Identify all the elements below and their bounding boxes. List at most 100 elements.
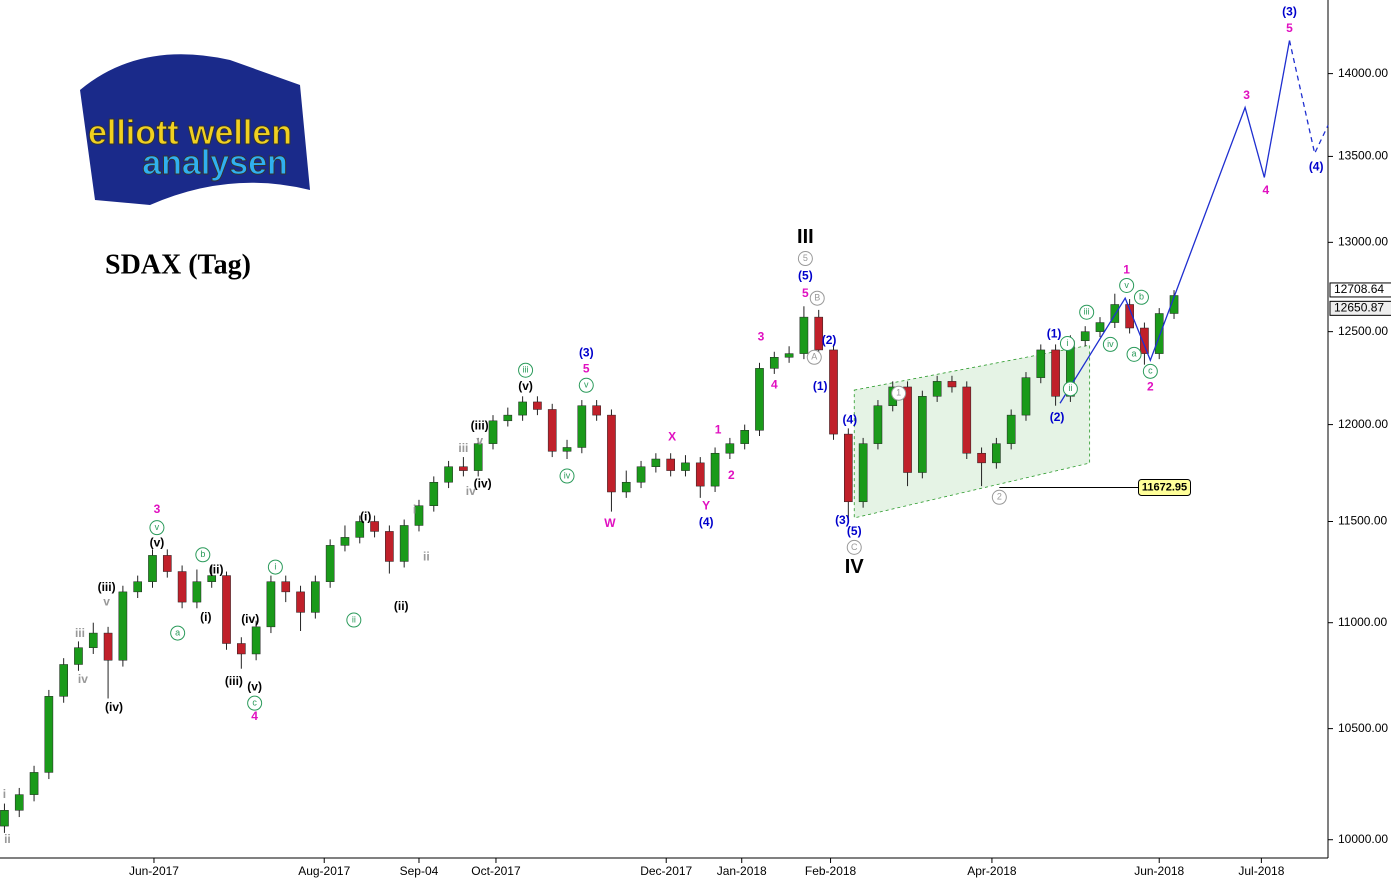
wave-circle: [267, 559, 283, 575]
wave-label: b: [1139, 292, 1144, 302]
wave-label: i: [413, 502, 416, 516]
candle-body: [1154, 313, 1164, 354]
wave-label: b: [200, 549, 205, 559]
candle-body: [829, 349, 838, 435]
wave-circle: [1062, 381, 1078, 397]
wave-label: 3: [1243, 88, 1250, 102]
candle-body: [903, 386, 912, 473]
wave-label: 5: [803, 253, 808, 263]
candle-body: [977, 452, 986, 464]
candle-body: [399, 525, 409, 562]
y-tick-label: 10500.00: [1338, 721, 1388, 735]
candle-body: [814, 316, 824, 351]
candle-body: [325, 545, 335, 582]
projection_dashed: [1288, 40, 1329, 156]
wave-label: 5: [802, 286, 809, 300]
wave-label: IV: [845, 556, 865, 578]
candle-body: [88, 632, 98, 648]
candle-body: [1036, 349, 1046, 378]
wave-label: (i): [200, 610, 211, 624]
wave-label: C: [851, 542, 858, 552]
candle-body: [44, 696, 54, 773]
wave-label: (iii): [225, 674, 243, 688]
candle-body: [236, 643, 246, 655]
candle-body: [1140, 327, 1149, 354]
candle-body: [725, 443, 735, 454]
wave-circle: [809, 290, 825, 306]
y-tick-label: 13500.00: [1338, 149, 1388, 163]
wave-label: 2: [728, 468, 735, 482]
wave-label: B: [814, 293, 820, 303]
candle-body: [533, 401, 542, 410]
candle-body: [162, 555, 172, 572]
y-tick-label: 11500.00: [1338, 514, 1387, 528]
x-tick-label: Dec-2017: [640, 864, 692, 878]
wave-label: (ii): [209, 563, 224, 577]
candle-body: [799, 316, 809, 354]
candle-body: [740, 430, 750, 444]
wave-label: iv: [564, 470, 571, 480]
wave-label: X: [668, 429, 676, 443]
candle-body: [370, 521, 379, 532]
wave-label: (v): [247, 679, 262, 693]
candle-body: [473, 443, 483, 471]
x-tick-label: Jul-2018: [1238, 864, 1284, 878]
candle-body: [1080, 331, 1090, 342]
candle-body: [133, 581, 143, 593]
candle-body: [296, 591, 305, 613]
candle-body: [488, 420, 498, 444]
y-tick-label: 10000.00: [1338, 832, 1388, 846]
wave-circle: [346, 612, 362, 628]
candle-body: [932, 381, 942, 397]
y-tick-label: 11000.00: [1338, 615, 1387, 629]
candle-body: [74, 647, 83, 665]
wave-label: i: [3, 787, 6, 801]
candle-body: [1006, 414, 1016, 444]
wave-label: ii: [4, 832, 11, 846]
candle-body: [355, 521, 365, 538]
wave-label: 2: [1147, 379, 1154, 393]
price-label: 12650.87: [1334, 300, 1384, 314]
wave-circle: [1059, 336, 1075, 352]
wave-label: c: [1148, 366, 1153, 376]
wave-label: A: [811, 352, 817, 362]
wave-label: (1): [813, 379, 828, 393]
wave-circle: [846, 539, 862, 555]
wave-circle: [149, 520, 165, 536]
wave-label: III: [797, 226, 814, 248]
wave-label: (3): [1282, 4, 1297, 18]
wave-label: (iv): [105, 700, 123, 714]
price-label: 12708.64: [1334, 282, 1384, 296]
wave-label: (ii): [394, 599, 409, 613]
wave-label: v: [476, 433, 483, 447]
wave-label: (iii): [98, 580, 116, 594]
y-tick-label: 12500.00: [1338, 324, 1388, 338]
wave-circle: [195, 547, 211, 563]
candle-body: [385, 531, 394, 562]
wave-label: 4: [1262, 183, 1269, 197]
level-label: 11672.95: [1142, 481, 1187, 493]
wave-label: v: [1124, 280, 1129, 290]
candle-body: [666, 458, 675, 471]
channel: [853, 344, 1091, 519]
wave-label: (1): [1047, 327, 1062, 341]
y-tick-label: 13000.00: [1338, 235, 1388, 249]
candle-body: [784, 353, 794, 358]
candle-body: [592, 405, 601, 416]
candle-body: [148, 555, 157, 582]
x-tick-label: Sep-04: [400, 864, 439, 878]
candle-body: [518, 401, 527, 416]
x-tick-label: Jan-2018: [717, 864, 767, 878]
wave-label: ii: [1068, 383, 1072, 393]
candle-body: [414, 505, 424, 526]
candle-body: [429, 481, 439, 506]
wave-label: (5): [798, 269, 813, 283]
candle-body: [1021, 377, 1031, 416]
candle-body: [621, 481, 631, 493]
candle-body: [547, 409, 557, 452]
wave-label: a: [175, 627, 180, 637]
wave-label: 1: [896, 388, 901, 398]
candle-body: [636, 466, 646, 483]
candle-body: [1095, 322, 1105, 332]
x-tick-label: Oct-2017: [471, 864, 521, 878]
